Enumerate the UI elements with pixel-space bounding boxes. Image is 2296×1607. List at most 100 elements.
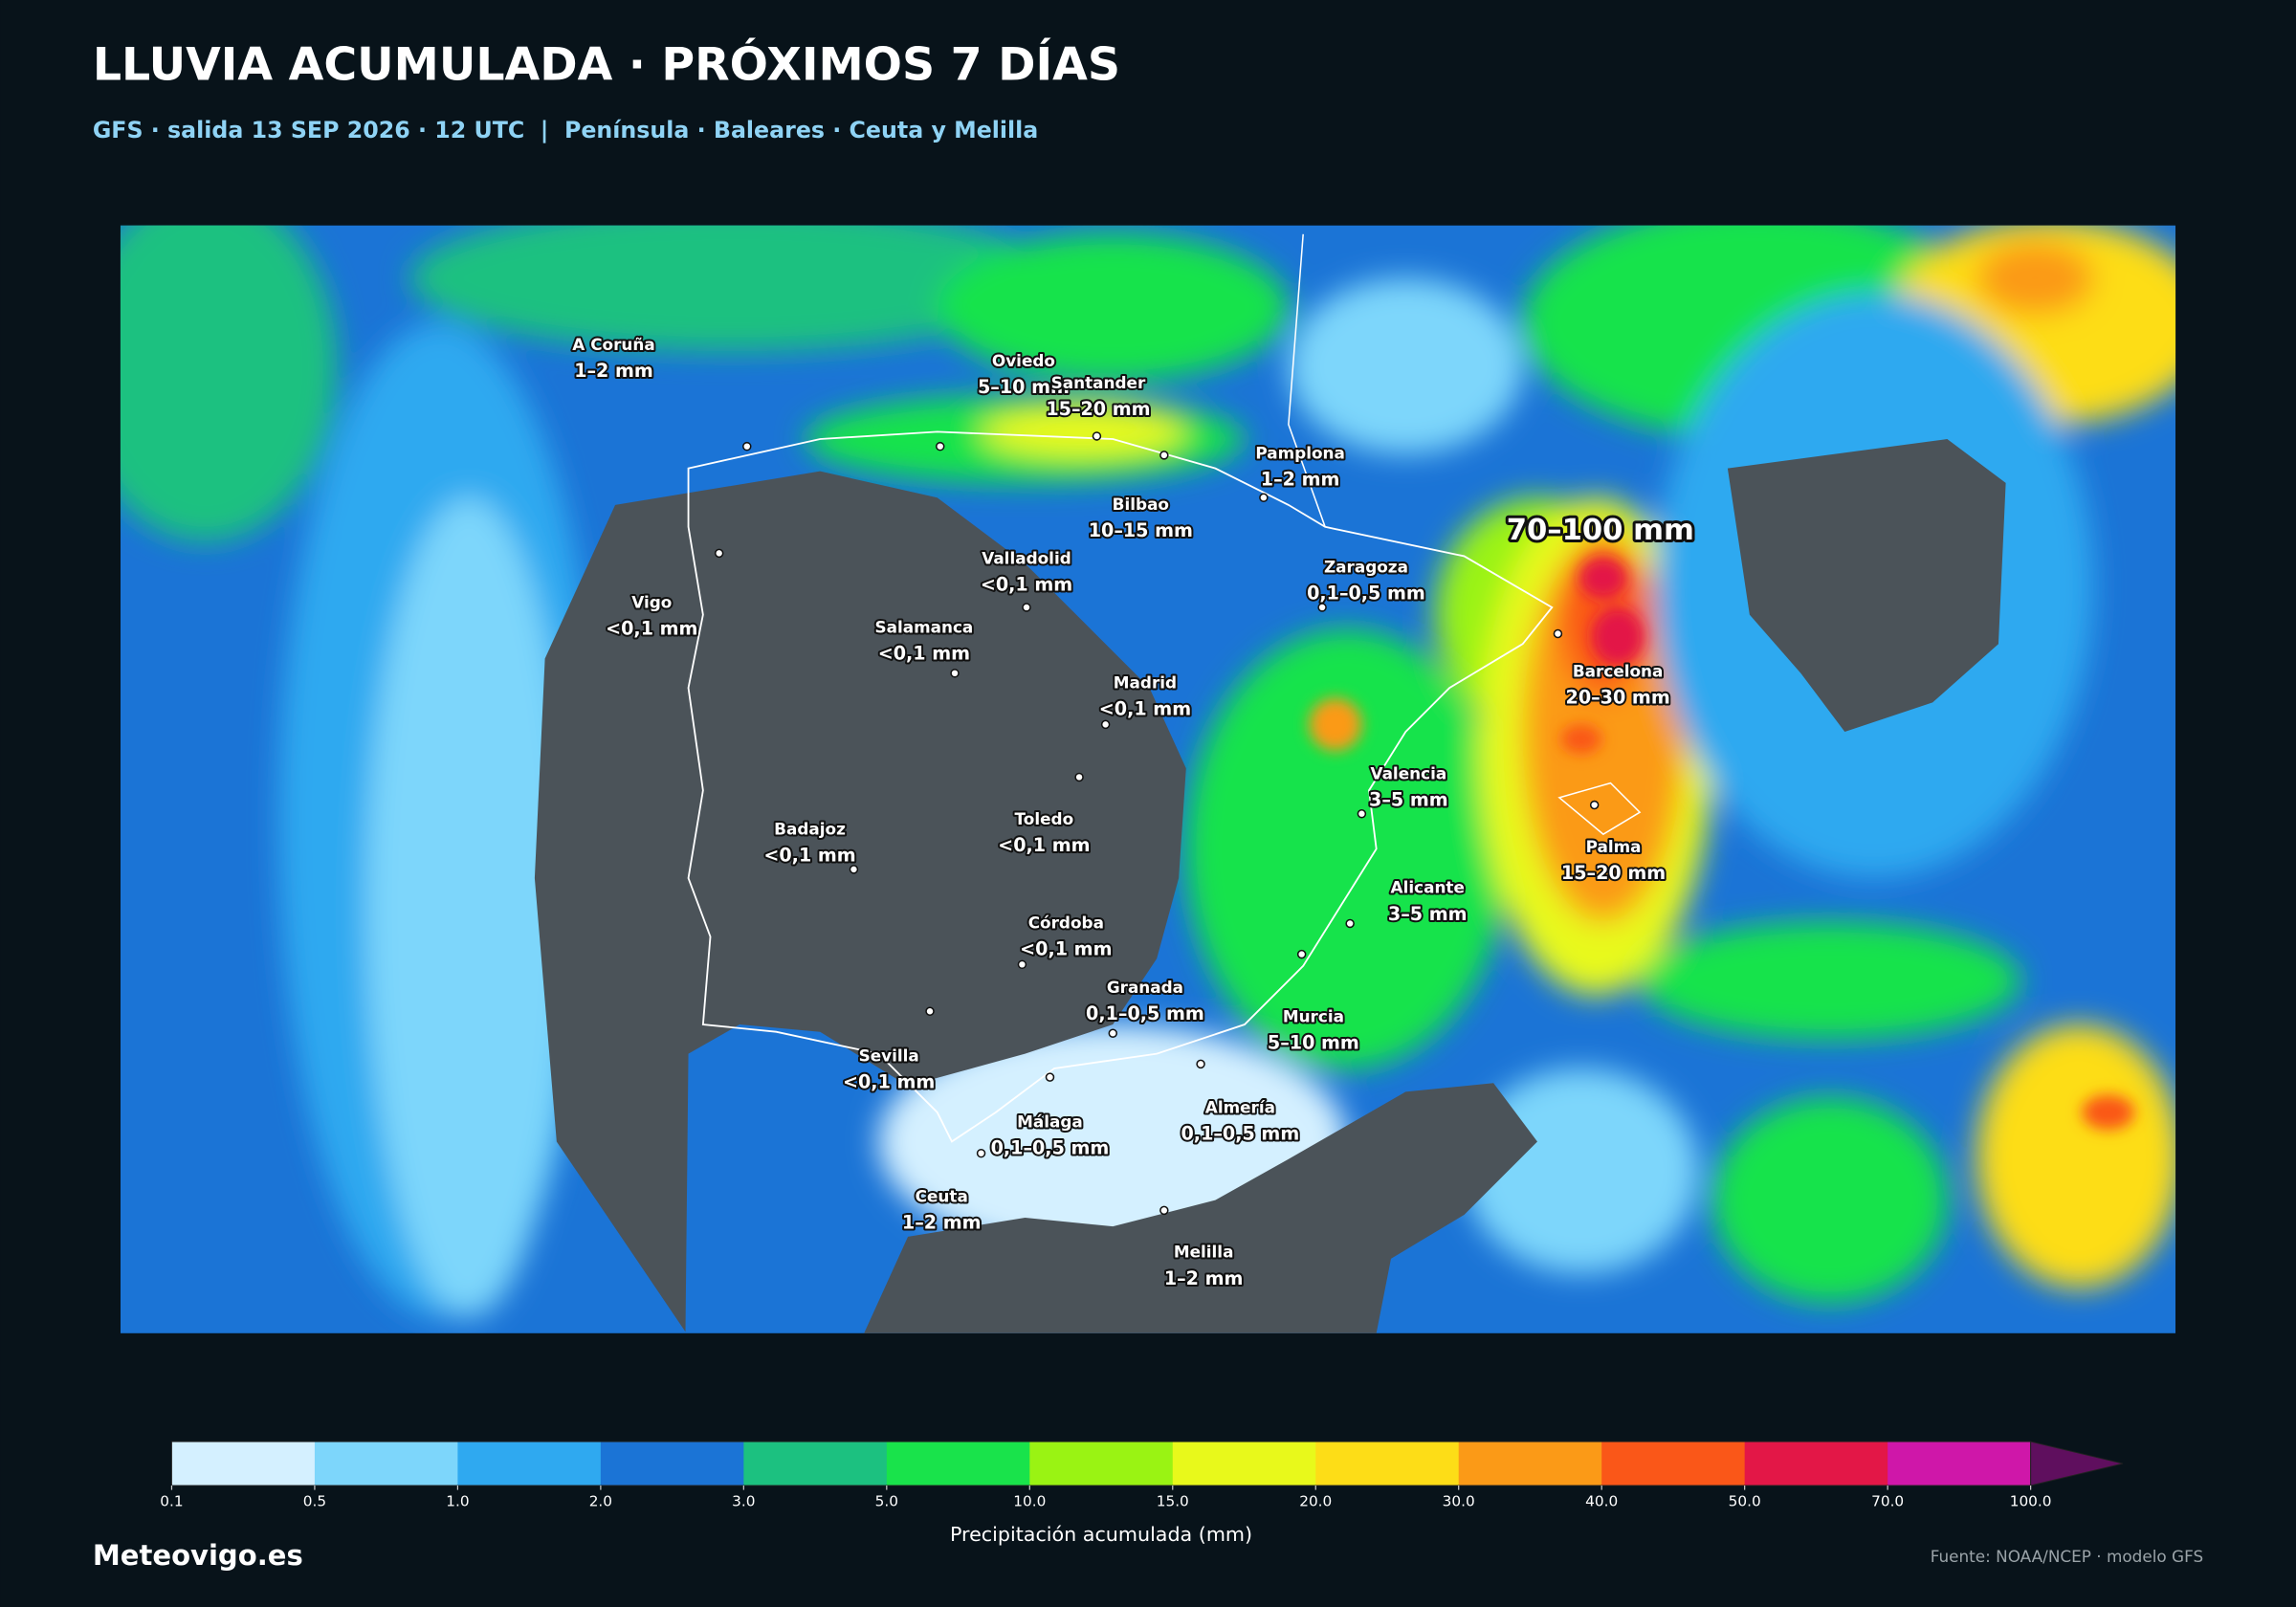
colorbar-tick-label: 0.1	[160, 1492, 183, 1509]
colorbar-segment	[1458, 1442, 1602, 1486]
city-dot	[714, 548, 724, 559]
colorbar-segment	[1315, 1442, 1460, 1486]
colorbar-tick-label: 40.0	[1585, 1492, 1618, 1509]
borders	[1288, 233, 1642, 836]
colorbar-tick-label: 2.0	[589, 1492, 612, 1509]
city-amount: <0,1 mm	[998, 834, 1090, 856]
city-name: Pamplona	[1255, 443, 1344, 462]
colorbar-segment	[1601, 1442, 1746, 1486]
city-amount: 20–30 mm	[1566, 686, 1670, 708]
city-dot	[1589, 800, 1600, 810]
city-amount: 3–5 mm	[1369, 788, 1448, 810]
city-amount: 15–20 mm	[1046, 398, 1150, 420]
city-dot	[849, 865, 859, 874]
city-name: Ceuta	[916, 1187, 968, 1206]
colorbar-tick-label: 20.0	[1299, 1492, 1332, 1509]
city-dot	[1357, 808, 1367, 819]
colorbar-tick-label: 3.0	[732, 1492, 755, 1509]
city-name: Toledo	[1015, 809, 1074, 828]
city-dot	[950, 669, 960, 678]
city-dot	[935, 441, 945, 451]
city-name: Badajoz	[774, 820, 846, 839]
city-amount: 3–5 mm	[1388, 903, 1468, 925]
dry-area-africa	[864, 1083, 1537, 1333]
colorbar-tick-label: 100.0	[2010, 1492, 2052, 1509]
brand: Meteovigo.es	[93, 1539, 303, 1572]
colorbar-frame	[170, 1441, 2032, 1486]
city-dot	[742, 441, 752, 451]
city-name: Granada	[1107, 978, 1183, 997]
city-name: Córdoba	[1028, 913, 1104, 932]
city-amount: 15–20 mm	[1561, 862, 1666, 884]
colorbar-label: Precipitación acumulada (mm)	[950, 1523, 1252, 1546]
colorbar-tick-label: 15.0	[1157, 1492, 1189, 1509]
city-name: Oviedo	[992, 351, 1055, 370]
city-amount: <0,1 mm	[878, 642, 970, 664]
colorbar-tick-label: 5.0	[875, 1492, 898, 1509]
colorbar-segment	[457, 1442, 602, 1486]
city-name: Santander	[1051, 373, 1146, 392]
city-name: Alicante	[1391, 878, 1465, 897]
colorbar-tick-label: 10.0	[1013, 1492, 1046, 1509]
colorbar-tick-label: 30.0	[1443, 1492, 1475, 1509]
city-amount: 0,1–0,5 mm	[1181, 1122, 1300, 1144]
colorbar-segment	[886, 1442, 1030, 1486]
colorbar-tick-label: 1.0	[446, 1492, 469, 1509]
colorbar-segment	[600, 1442, 744, 1486]
colorbar-tick-label: 0.5	[303, 1492, 326, 1509]
dry-area	[534, 471, 1186, 1332]
city-amount: 5–10 mm	[1268, 1031, 1359, 1053]
colorbar: 0.1 0.5 1.0 2.0 3.0 5.0 10.0 15.0 20.0 30.0 40.0 50…	[160, 1441, 2124, 1509]
colorbar-segment	[1888, 1442, 2032, 1486]
city-name: Sevilla	[859, 1046, 919, 1066]
city-amount: <0,1 mm	[763, 845, 855, 867]
city-dot	[1317, 603, 1327, 612]
city-amount: 1–2 mm	[574, 360, 653, 382]
dry-area-sardinia	[1727, 439, 2006, 733]
colorbar-segment	[1744, 1442, 1888, 1486]
city-name: Almería	[1205, 1097, 1275, 1116]
city-name: Melilla	[1174, 1243, 1234, 1262]
city-amount: 5–10 mm	[978, 376, 1070, 398]
city-dot	[1345, 918, 1355, 929]
city-name: Valencia	[1370, 763, 1446, 782]
city-dot	[1108, 1028, 1118, 1038]
city-amount: <0,1 mm	[1099, 698, 1191, 720]
city-dot	[1022, 603, 1031, 612]
city-amount: <0,1 mm	[606, 617, 697, 639]
city-amount: 10–15 mm	[1089, 519, 1193, 541]
max-annotation: 70–100 mm	[1507, 514, 1694, 547]
city-amount: 1–2 mm	[1261, 468, 1340, 490]
city-amount: <0,1 mm	[981, 574, 1072, 596]
city-amount: 0,1–0,5 mm	[991, 1137, 1110, 1159]
city-dot	[1017, 959, 1027, 970]
city-amount: 0,1–0,5 mm	[1086, 1002, 1204, 1024]
city-dot	[976, 1148, 986, 1158]
city-name: Bilbao	[1113, 495, 1169, 514]
city-name: Madrid	[1114, 673, 1177, 693]
city-dot	[1045, 1072, 1055, 1082]
city-amount: <0,1 mm	[843, 1071, 935, 1093]
city-amount: <0,1 mm	[1020, 938, 1112, 960]
coastline	[687, 430, 1554, 1143]
city-dot	[1296, 949, 1307, 959]
title: LLUVIA ACUMULADA · PRÓXIMOS 7 DÍAS	[93, 36, 1120, 91]
city-name: Vigo	[631, 592, 672, 611]
colorbar-segment	[314, 1442, 458, 1486]
colorbar-tick-label: 70.0	[1871, 1492, 1904, 1509]
rain-cores	[1309, 557, 2135, 1131]
city-dot	[1159, 1205, 1169, 1216]
city-dot	[1074, 772, 1084, 782]
subtitle: GFS · salida 13 SEP 2026 · 12 UTC | Pení…	[93, 117, 1038, 143]
city-name: Málaga	[1017, 1112, 1083, 1132]
city-amount: 0,1–0,5 mm	[1307, 583, 1425, 605]
city-name: Valladolid	[982, 548, 1071, 567]
city-name: Palma	[1586, 837, 1642, 856]
city-dot	[1196, 1059, 1205, 1069]
source: Fuente: NOAA/NCEP · modelo GFS	[1931, 1547, 2203, 1566]
city-dot	[1259, 493, 1269, 502]
